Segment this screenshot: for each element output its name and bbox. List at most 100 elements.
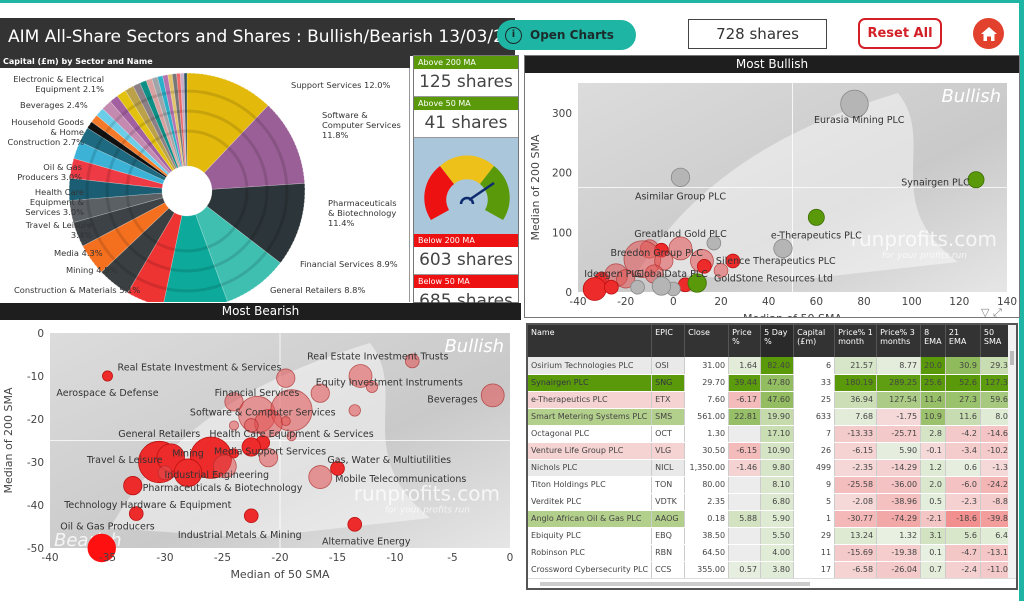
scatter-point[interactable] [310, 383, 330, 403]
pie-slice-other-7[interactable] [132, 82, 178, 170]
scatter-point[interactable] [286, 431, 297, 442]
scatter-point[interactable] [228, 420, 239, 431]
table-cell: 2.35 [684, 493, 730, 511]
scatter-point[interactable] [807, 208, 825, 226]
table-cell: 499 [793, 459, 836, 477]
scatter-point[interactable] [243, 418, 259, 433]
pie-slice-4[interactable] [163, 214, 228, 302]
point-label: Support Services [245, 446, 326, 457]
table-row[interactable]: Synairgen PLC SNG 29.70 39.44 47.80 33 180.19 2… [528, 374, 1012, 392]
table-row[interactable]: Titon Holdings PLC TON 80.00 8.10 9 -25.58 -36… [528, 476, 1012, 494]
table-row[interactable]: Venture Life Group PLC VLG 30.50 -6.15 10.90… [528, 442, 1012, 460]
pie-slice-6[interactable] [100, 207, 175, 294]
column-header[interactable]: Price% 3 months [876, 325, 922, 357]
scatter-point[interactable] [330, 461, 345, 476]
pie-slice-3[interactable] [195, 205, 281, 302]
table-row[interactable]: e-Therapeutics PLC ETX 7.60 -6.17 47.60 25 36.… [528, 391, 1012, 409]
table-cell: TON [651, 476, 686, 494]
scatter-point[interactable] [212, 454, 237, 479]
scatter-point[interactable] [348, 364, 373, 388]
column-header[interactable]: 8 EMA [920, 325, 946, 357]
pie-slice-9[interactable] [69, 192, 164, 223]
column-header[interactable]: EPIC [651, 325, 686, 357]
table-row[interactable]: Crossword Cybersecurity PLC CCS 355.00 0.57… [528, 561, 1012, 579]
open-charts-button[interactable]: i Open Charts [497, 20, 636, 50]
scatter-point[interactable] [713, 263, 729, 278]
table-cell: 82.40 [760, 357, 795, 375]
scatter-point[interactable] [102, 370, 113, 382]
scatter-point[interactable] [840, 89, 869, 119]
table-row[interactable]: Robinson PLC RBN 64.50 4.00 11 -15.69 -19.38 0.… [528, 544, 1012, 562]
table-row[interactable]: Ebiquity PLC EBQ 38.50 5.50 29 13.24 1.32 3.1 5.… [528, 527, 1012, 545]
table-row[interactable]: Nichols PLC NICL 1,350.00 -1.46 9.80 499 -2.35… [528, 459, 1012, 477]
focus-mode-icon[interactable]: ⤢ [992, 306, 1002, 319]
scatter-point[interactable] [241, 437, 261, 457]
scatter-point[interactable] [668, 236, 693, 261]
scatter-point[interactable] [967, 171, 985, 189]
scatter-point[interactable] [224, 392, 244, 412]
scatter-point[interactable] [480, 383, 505, 408]
table-row[interactable]: Smart Metering Systems PLC SMS 561.00 22.81… [528, 408, 1012, 426]
column-header[interactable]: 50 SMA [980, 325, 1012, 357]
scatter-point[interactable] [582, 277, 607, 301]
scatter-point[interactable] [630, 279, 645, 295]
scatter-point[interactable] [308, 465, 333, 489]
pie-slice-11[interactable] [69, 158, 164, 189]
scatter-point[interactable] [654, 251, 674, 271]
scatter-point[interactable] [616, 269, 636, 289]
table-row[interactable]: Osirium Technologies PLC OSI 31.00 1.64 82.4… [528, 357, 1012, 375]
scatter-point[interactable] [651, 276, 672, 296]
scatter-point[interactable] [687, 273, 707, 293]
point-label: Industrial Engineering [164, 470, 269, 481]
scatter-point[interactable] [258, 448, 279, 468]
reset-all-button[interactable]: Reset All [858, 18, 942, 49]
table-cell: 4.00 [760, 544, 795, 562]
pie-slice-7[interactable] [82, 202, 170, 273]
pie-slice-other-0[interactable] [86, 121, 168, 179]
pie-title: Capital (£m) by Sector and Name [0, 56, 410, 68]
scatter-point[interactable] [365, 380, 379, 393]
pie-slice-other-14[interactable] [171, 73, 186, 167]
scatter-point[interactable] [773, 238, 793, 259]
column-header[interactable]: Capital (£m) [793, 325, 836, 357]
filter-icon[interactable]: ▽ [981, 306, 990, 319]
pie-slice-other-9[interactable] [145, 78, 180, 168]
scatter-point[interactable] [347, 517, 363, 532]
vertical-scrollbar[interactable] [1008, 325, 1016, 580]
scatter-point[interactable] [243, 508, 259, 524]
table-row[interactable]: Verditek PLC VDTK 2.35 6.80 5 -2.08 -38.96 0.5-… [528, 493, 1012, 511]
scatter-point[interactable] [157, 465, 173, 481]
pie-slice-other-16[interactable] [179, 72, 187, 167]
scatter-point[interactable] [725, 253, 741, 269]
scatter-point[interactable] [348, 404, 361, 417]
scatter-point[interactable] [123, 476, 143, 496]
column-header[interactable]: Price % [728, 325, 762, 357]
column-header[interactable]: Close [684, 325, 730, 357]
scatter-point[interactable] [173, 458, 203, 487]
table-cell: 17.10 [760, 425, 795, 443]
column-header[interactable]: Price% 1 month [834, 325, 878, 357]
scatter-point[interactable] [128, 506, 144, 521]
scatter-point[interactable] [87, 533, 116, 563]
table-row[interactable]: Octagonal PLC OCT 1.30 17.10 7 -13.33 -25.71 2.… [528, 425, 1012, 443]
scatter-point[interactable] [697, 259, 712, 274]
table-cell: 1,350.00 [684, 459, 730, 477]
point-label: Travel & Leisure [86, 455, 163, 466]
scatter-point[interactable] [670, 167, 691, 187]
pie-slice-other-4[interactable] [109, 95, 173, 173]
scatter-point[interactable] [276, 368, 296, 388]
scatter-point[interactable] [404, 353, 420, 369]
scatter-point[interactable] [706, 235, 722, 251]
table-row[interactable]: Anglo African Oil & Gas PLC AAOG 0.18 5.88 5… [528, 510, 1012, 528]
home-button[interactable] [973, 18, 1004, 49]
column-header[interactable]: 21 EMA [945, 325, 981, 357]
horizontal-scrollbar[interactable] [528, 578, 1016, 588]
column-header[interactable]: Name [528, 325, 653, 357]
table-cell: Robinson PLC [528, 544, 653, 562]
scatter-point[interactable] [604, 279, 619, 295]
pie-slice-other-15[interactable] [176, 72, 186, 167]
scatter-point[interactable] [228, 448, 239, 459]
column-header[interactable]: 5 Day % [760, 325, 795, 357]
scatter-point[interactable] [280, 416, 291, 427]
